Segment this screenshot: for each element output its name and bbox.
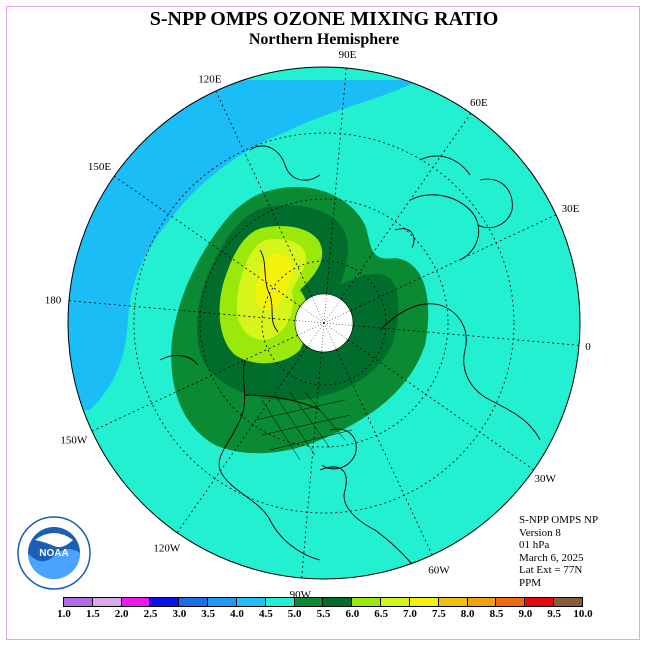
color-scale-label: 3.0 bbox=[172, 608, 187, 620]
color-scale-label: 7.0 bbox=[403, 608, 417, 620]
map-subtitle: Northern Hemisphere bbox=[248, 31, 400, 48]
instrument-label: S-NPP OMPS NP bbox=[519, 514, 599, 526]
color-scale-swatch bbox=[150, 598, 180, 606]
color-scale-swatch bbox=[208, 598, 237, 606]
longitude-label: 180 bbox=[45, 294, 62, 306]
color-scale-label: 1.0 bbox=[57, 608, 71, 620]
color-scale-labels: 1.0 1.5 2.0 2.5 3.0 3.5 4.0 4.5 5.0 5.5 6.0 6.5 7.0 7… bbox=[0, 608, 648, 622]
figure-frame bbox=[6, 6, 640, 640]
map-title: S-NPP OMPS OZONE MIXING RATIO bbox=[149, 8, 499, 30]
lat-ext-label: Lat Ext = 77N bbox=[519, 564, 583, 576]
color-scale-label: 6.0 bbox=[345, 608, 360, 620]
noaa-logo: NOAA bbox=[17, 516, 91, 590]
polar-grid-line bbox=[295, 320, 325, 324]
color-scale-swatch bbox=[496, 598, 526, 606]
longitude-label: 150W bbox=[60, 435, 88, 447]
color-scale-label: 3.5 bbox=[201, 608, 216, 620]
color-scale-label: 9.0 bbox=[518, 608, 533, 620]
longitude-label: 60E bbox=[470, 97, 488, 109]
longitude-label: 30W bbox=[534, 473, 556, 485]
color-scale-label: 2.5 bbox=[143, 608, 158, 620]
polar-grid-line bbox=[323, 322, 353, 326]
polar-grid-line bbox=[297, 322, 325, 336]
info-box: S-NPP OMPS NP Version 8 01 hPa March 6, … bbox=[519, 514, 598, 589]
polar-grid-line bbox=[311, 296, 325, 324]
color-scale-swatch bbox=[294, 598, 324, 606]
color-scale-swatch bbox=[121, 598, 151, 606]
state-borders bbox=[254, 391, 353, 461]
color-scale-label: 5.5 bbox=[316, 608, 331, 620]
color-scale-swatch bbox=[352, 598, 382, 606]
longitude-label: 0 bbox=[585, 341, 591, 353]
color-scale-label: 8.0 bbox=[460, 608, 475, 620]
color-scale-swatch bbox=[64, 598, 93, 606]
color-scale-label: 4.0 bbox=[230, 608, 244, 620]
color-scale-label: 10.0 bbox=[573, 608, 593, 620]
color-scale-label: 5.0 bbox=[287, 608, 302, 620]
version-label: Version 8 bbox=[519, 526, 561, 539]
longitude-label: 90E bbox=[339, 49, 357, 61]
color-scale-label: 9.5 bbox=[547, 608, 562, 620]
longitude-label: 120E bbox=[198, 73, 222, 85]
longitude-label: 120W bbox=[153, 542, 181, 554]
longitude-label: 30E bbox=[562, 203, 580, 215]
color-scale-label: 4.5 bbox=[258, 608, 273, 620]
color-scale-label: 8.5 bbox=[489, 608, 504, 620]
polar-grid-line bbox=[321, 322, 325, 352]
units-label: PPM bbox=[519, 576, 542, 589]
color-scale-swatch bbox=[92, 598, 122, 606]
color-scale-swatch bbox=[323, 598, 353, 606]
color-scale-label: 7.5 bbox=[431, 608, 446, 620]
svg-text:NOAA: NOAA bbox=[39, 548, 68, 559]
polar-grid-line bbox=[323, 294, 327, 324]
longitude-label: 60W bbox=[428, 565, 450, 577]
color-scale-swatch bbox=[265, 598, 295, 606]
color-scale-label: 6.5 bbox=[374, 608, 389, 620]
ozone-low-band bbox=[68, 80, 420, 410]
color-scale-label: 1.5 bbox=[85, 608, 100, 620]
polar-grid-line bbox=[300, 306, 325, 324]
level-label: 01 hPa bbox=[519, 539, 550, 551]
color-scale-bar bbox=[63, 597, 583, 607]
color-scale-swatch bbox=[554, 598, 582, 606]
polar-grid-line bbox=[323, 310, 351, 324]
graticule bbox=[133, 132, 515, 514]
longitude-label: 150E bbox=[88, 161, 112, 173]
map-rim bbox=[67, 66, 581, 580]
color-scale-swatch bbox=[467, 598, 497, 606]
date-label: March 6, 2025 bbox=[519, 551, 584, 564]
color-scale-swatch bbox=[381, 598, 410, 606]
coastlines bbox=[159, 145, 541, 576]
polar-grid-line bbox=[307, 322, 325, 347]
color-scale-swatch bbox=[438, 598, 468, 606]
polar-grid-line bbox=[323, 322, 337, 350]
color-scale-swatch bbox=[525, 598, 555, 606]
polar-grid-line bbox=[323, 299, 341, 324]
color-scale-label: 2.0 bbox=[114, 608, 129, 620]
color-scale-swatch bbox=[179, 598, 209, 606]
polar-grid-line bbox=[323, 322, 348, 340]
color-scale-swatch bbox=[236, 598, 266, 606]
color-scale-swatch bbox=[409, 598, 439, 606]
polar-grid bbox=[295, 294, 353, 352]
